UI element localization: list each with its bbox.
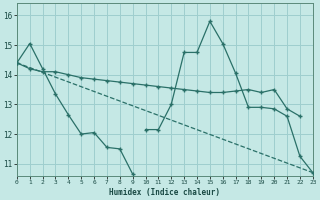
X-axis label: Humidex (Indice chaleur): Humidex (Indice chaleur) [109,188,220,197]
